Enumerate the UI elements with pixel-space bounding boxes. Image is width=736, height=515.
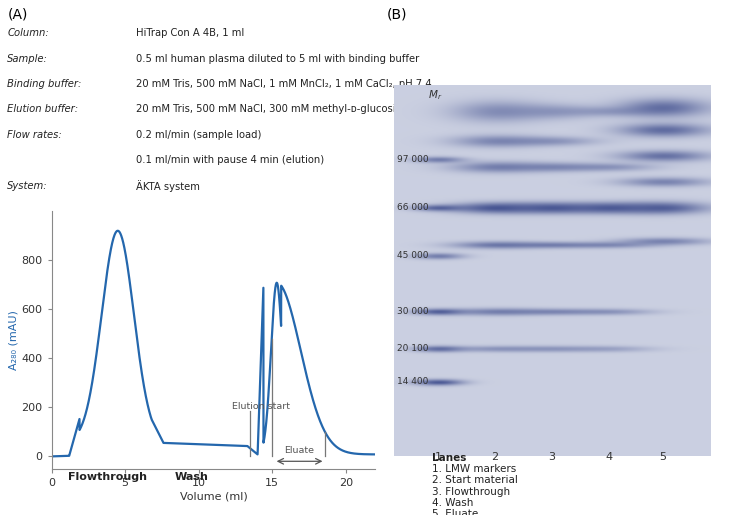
Text: 45 000: 45 000 <box>397 251 428 260</box>
Text: 5. Eluate: 5. Eluate <box>432 509 478 515</box>
Text: 66 000: 66 000 <box>397 203 428 212</box>
Text: 5: 5 <box>659 452 666 462</box>
Text: 30 000: 30 000 <box>397 306 428 316</box>
X-axis label: Volume (ml): Volume (ml) <box>180 492 247 502</box>
Text: 14 400: 14 400 <box>397 377 428 386</box>
Text: (A): (A) <box>7 8 28 22</box>
Text: HiTrap Con A 4B, 1 ml: HiTrap Con A 4B, 1 ml <box>136 28 244 38</box>
Text: 3. Flowthrough: 3. Flowthrough <box>432 487 510 496</box>
Text: 2: 2 <box>492 452 498 462</box>
Text: 0.2 ml/min (sample load): 0.2 ml/min (sample load) <box>136 130 261 140</box>
Text: Binding buffer:: Binding buffer: <box>7 79 82 89</box>
Text: Wash: Wash <box>174 472 208 482</box>
Text: (B): (B) <box>386 8 407 22</box>
Text: System:: System: <box>7 181 48 191</box>
Text: 0.5 ml human plasma diluted to 5 ml with binding buffer: 0.5 ml human plasma diluted to 5 ml with… <box>136 54 420 64</box>
Text: M$_r$: M$_r$ <box>428 89 442 102</box>
Text: 0.1 ml/min with pause 4 min (elution): 0.1 ml/min with pause 4 min (elution) <box>136 156 325 165</box>
Text: Eluate: Eluate <box>285 445 314 455</box>
Text: Column:: Column: <box>7 28 49 38</box>
Text: 20 mM Tris, 500 mM NaCl, 300 mM methyl-ᴅ-glucoside, pH 7.4: 20 mM Tris, 500 mM NaCl, 300 mM methyl-ᴅ… <box>136 105 447 114</box>
Text: Flowthrough: Flowthrough <box>68 472 147 482</box>
Text: Flow rates:: Flow rates: <box>7 130 62 140</box>
Text: Elution start: Elution start <box>233 402 290 410</box>
Text: ÄKTA system: ÄKTA system <box>136 180 200 192</box>
Text: 2. Start material: 2. Start material <box>432 475 517 486</box>
Text: 97 000: 97 000 <box>397 154 428 164</box>
Text: Lanes: Lanes <box>432 453 466 463</box>
Text: 3: 3 <box>548 452 556 462</box>
Text: 1: 1 <box>434 452 442 462</box>
Text: 4. Wash: 4. Wash <box>432 497 473 508</box>
Text: 4: 4 <box>606 452 612 462</box>
Text: Elution buffer:: Elution buffer: <box>7 105 79 114</box>
Text: 20 100: 20 100 <box>397 344 428 353</box>
Text: Sample:: Sample: <box>7 54 49 64</box>
Text: 1. LMW markers: 1. LMW markers <box>432 465 516 474</box>
Y-axis label: A₂₈₀ (mAU): A₂₈₀ (mAU) <box>9 310 18 370</box>
Text: 20 mM Tris, 500 mM NaCl, 1 mM MnCl₂, 1 mM CaCl₂, pH 7.4: 20 mM Tris, 500 mM NaCl, 1 mM MnCl₂, 1 m… <box>136 79 432 89</box>
